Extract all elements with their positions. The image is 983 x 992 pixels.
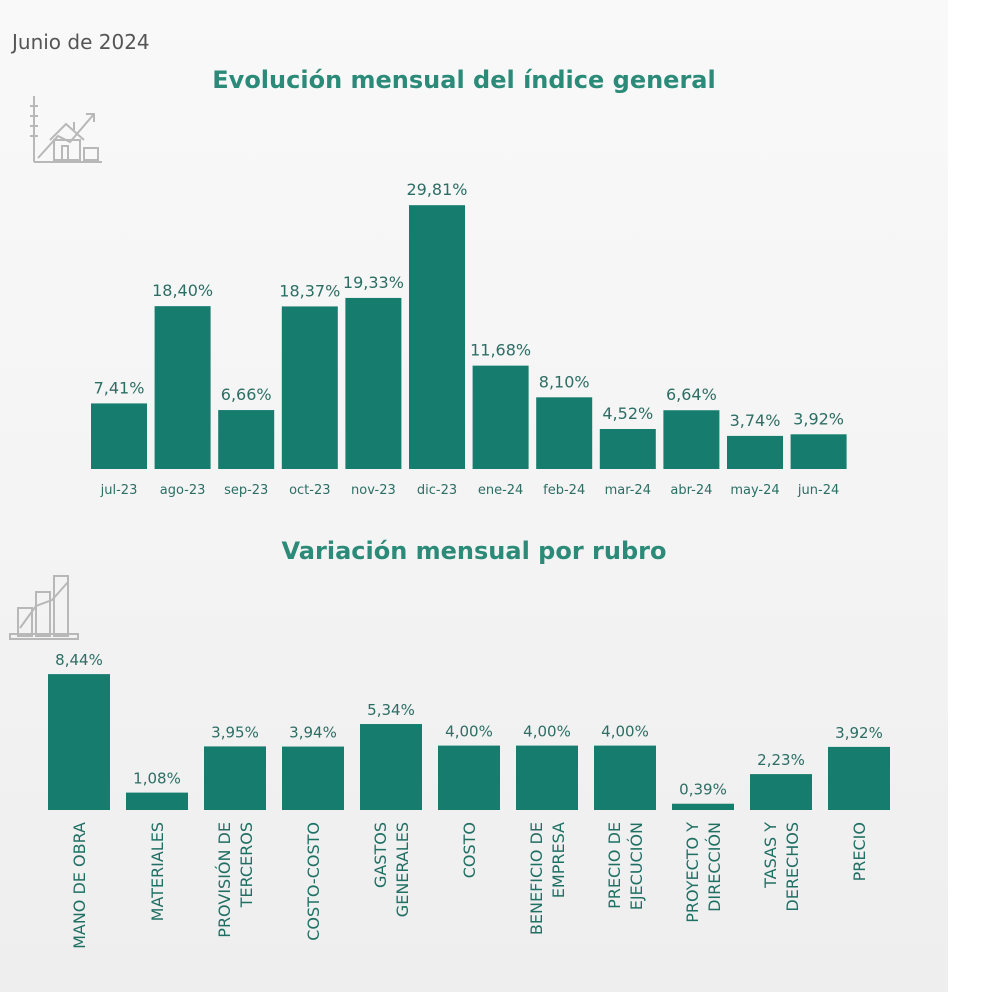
chart1-category-label: feb-24 <box>543 483 585 498</box>
chart2-category-label-line: DIRECCIÓN <box>705 822 724 912</box>
chart2-title: Variación mensual por rubro <box>281 537 667 565</box>
chart1-value-label: 7,41% <box>94 378 145 397</box>
chart2-value-label: 3,94% <box>289 724 337 742</box>
chart2-category-label-line: PROYECTO Y <box>683 822 702 923</box>
chart1-value-label: 6,66% <box>221 385 272 404</box>
chart1-bar <box>345 297 402 469</box>
chart2-value-label: 2,23% <box>757 751 805 769</box>
chart2-category-label-line: TERCEROS <box>237 822 256 908</box>
chart1-value-label: 4,52% <box>602 404 653 423</box>
chart2-category-label-line: BENEFICIO DE <box>527 822 546 935</box>
chart1-category-label: may-24 <box>730 483 779 498</box>
chart1-category-label: mar-24 <box>605 483 651 498</box>
chart2-category-label-line: COSTO-COSTO <box>304 822 323 941</box>
chart2-category-label-line: PROVISIÓN DE <box>215 822 234 938</box>
chart2-category-label: COSTO-COSTO <box>304 822 323 941</box>
chart2-value-label: 0,39% <box>679 781 727 799</box>
chart1-category-label: dic-23 <box>417 483 457 498</box>
chart2-category-label: PROVISIÓN DE TERCEROS <box>215 822 256 938</box>
chart2-value-label: 3,92% <box>835 724 883 742</box>
chart1-category-label: sep-23 <box>224 483 268 498</box>
chart1-bar <box>91 403 147 469</box>
chart1-bar <box>663 410 720 469</box>
chart2-category-label: PROYECTO Y DIRECCIÓN <box>683 822 724 923</box>
chart2-value-label: 4,00% <box>601 723 649 741</box>
chart2-category-label-line: MANO DE OBRA <box>70 822 89 949</box>
chart1-category-label: ago-23 <box>160 483 206 498</box>
chart1-value-label: 3,92% <box>793 409 844 428</box>
chart2-category-label: BENEFICIO DE EMPRESA <box>527 822 568 935</box>
chart2-value-label: 3,95% <box>211 723 259 741</box>
chart1-category-label: oct-23 <box>289 483 330 498</box>
chart2-value-label: 5,34% <box>367 701 415 719</box>
chart1-value-label: 29,81% <box>406 180 467 199</box>
chart2-category-label-line: PRECIO DE <box>605 822 624 909</box>
chart1-category-label: abr-24 <box>670 483 712 498</box>
chart2-category-label-line: EJECUCIÓN <box>627 822 646 910</box>
chart1-category-label: ene-24 <box>478 483 523 498</box>
chart1-bar <box>790 434 847 469</box>
chart1-value-label: 19,33% <box>343 273 404 292</box>
chart1-category-label: jul-23 <box>100 483 138 498</box>
chart2-category-label-line: TASAS Y <box>761 822 780 889</box>
chart2-category-label-line: DERECHOS <box>783 822 802 912</box>
chart2-value-label: 8,44% <box>55 651 103 669</box>
chart2-bar <box>48 674 110 810</box>
chart2-bar <box>516 745 578 810</box>
chart2-category-label: GASTOS GENERALES <box>371 822 412 917</box>
chart2-value-label: 4,00% <box>445 723 493 741</box>
chart2-bar <box>828 746 890 810</box>
chart1-category-label: nov-23 <box>351 483 396 498</box>
chart1-bar <box>599 428 656 469</box>
chart2-category-label-line: GENERALES <box>393 822 412 917</box>
chart1-value-label: 11,68% <box>470 341 531 360</box>
chart2-category-label-line: GASTOS <box>371 822 390 888</box>
house-growth-chart-icon <box>30 96 102 163</box>
chart2-bar <box>126 792 188 810</box>
chart2-bar <box>438 745 500 810</box>
chart2-bar <box>672 803 734 810</box>
chart2-bar <box>360 724 422 810</box>
chart1-bar <box>472 365 529 469</box>
chart1-value-label: 3,74% <box>730 411 781 430</box>
chart2-category-label: MATERIALES <box>148 822 167 921</box>
chart2-category-label-line: EMPRESA <box>549 822 568 898</box>
chart1-bar <box>154 306 211 469</box>
date-label: Junio de 2024 <box>12 30 150 54</box>
bar-chart-icon <box>9 575 79 640</box>
chart2-bar <box>594 745 656 810</box>
chart1-bar <box>218 410 275 469</box>
chart2-category-label: COSTO <box>460 822 479 878</box>
chart2-bar <box>204 746 266 810</box>
chart2-value-label: 4,00% <box>523 723 571 741</box>
chart1-value-label: 8,10% <box>539 372 590 391</box>
chart2-category-label-line: PRECIO <box>850 822 869 881</box>
chart1-category-label: jun-24 <box>797 483 839 498</box>
chart1-value-label: 18,37% <box>279 281 340 300</box>
chart1-bar <box>409 205 465 469</box>
chart2-category-label: TASAS Y DERECHOS <box>761 822 802 912</box>
chart2-value-label: 1,08% <box>133 770 181 788</box>
chart2-category-label: PRECIO <box>850 822 869 881</box>
chart1-value-label: 6,64% <box>666 385 717 404</box>
chart2-category-label-line: MATERIALES <box>148 822 167 921</box>
background-panel <box>0 0 948 992</box>
chart1-bar <box>727 435 783 469</box>
chart2-bar <box>750 774 812 810</box>
chart2-category-label: PRECIO DE EJECUCIÓN <box>605 822 646 910</box>
chart2-category-label-line: COSTO <box>460 822 479 878</box>
chart2-category-label: MANO DE OBRA <box>70 822 89 949</box>
chart1-title: Evolución mensual del índice general <box>212 66 716 94</box>
chart1-value-label: 18,40% <box>152 281 213 300</box>
chart1-bar <box>281 306 338 469</box>
chart2-bar <box>282 746 344 810</box>
chart1-bar <box>536 397 593 469</box>
